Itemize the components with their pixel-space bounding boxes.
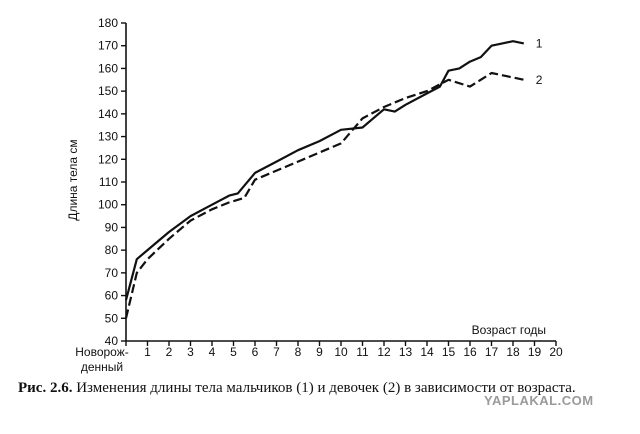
x-axis-label: Возраст годы — [472, 323, 546, 337]
y-tick-label: 60 — [105, 289, 119, 303]
x-tick-label: 11 — [356, 345, 369, 359]
x-tick-label: 10 — [334, 345, 348, 359]
x-tick-label: 4 — [209, 345, 216, 359]
y-tick-label: 70 — [105, 266, 119, 280]
x-tick-label-newborn-1: Новорож- — [75, 345, 129, 359]
y-tick-label: 170 — [98, 39, 118, 53]
x-tick-label: 9 — [316, 345, 323, 359]
y-tick-label: 80 — [105, 243, 119, 257]
x-tick-label: 8 — [295, 345, 302, 359]
y-tick-label: 150 — [98, 84, 118, 98]
caption-prefix: Рис. 2.6. — [18, 380, 73, 396]
ticks: 4050607080901001101201301401501601701801… — [98, 16, 563, 359]
x-tick-label: 3 — [187, 345, 194, 359]
y-axis-label: Длина тела см — [66, 139, 80, 220]
x-tick-label: 7 — [273, 345, 280, 359]
x-tick-label: 18 — [506, 345, 520, 359]
x-tick-label: 2 — [166, 345, 173, 359]
x-tick-label: 16 — [463, 345, 477, 359]
x-tick-label: 19 — [528, 345, 542, 359]
x-tick-label: 1 — [144, 345, 151, 359]
y-tick-label: 140 — [98, 107, 118, 121]
caption-text: Изменения длины тела мальчиков (1) и дев… — [72, 380, 576, 396]
watermark: YAPLAKAL.COM — [484, 393, 594, 408]
x-tick-label: 6 — [252, 345, 259, 359]
y-tick-label: 130 — [98, 130, 118, 144]
y-tick-label: 40 — [105, 334, 119, 348]
x-tick-label: 12 — [377, 345, 391, 359]
chart: 4050607080901001101201301401501601701801… — [66, 16, 563, 374]
y-tick-label: 50 — [105, 311, 119, 325]
series-line-2 — [124, 71, 525, 319]
series-label-2: 2 — [536, 73, 543, 87]
y-tick-label: 180 — [98, 16, 118, 30]
y-tick-label: 110 — [99, 175, 118, 189]
y-tick-label: 160 — [98, 61, 118, 75]
x-tick-label: 20 — [549, 345, 563, 359]
y-tick-label: 100 — [98, 198, 118, 212]
series-labels: 12 — [536, 36, 543, 86]
series-lines — [124, 40, 525, 319]
x-tick-label: 15 — [442, 345, 456, 359]
axes — [125, 23, 556, 342]
x-tick-label: 5 — [230, 345, 237, 359]
y-tick-label: 90 — [105, 220, 119, 234]
x-tick-label: 14 — [420, 345, 434, 359]
series-line-1 — [124, 40, 525, 301]
x-tick-label: 13 — [399, 345, 413, 359]
figure-caption: Рис. 2.6. Изменения длины тела мальчиков… — [18, 380, 628, 397]
y-tick-label: 120 — [98, 152, 118, 166]
series-label-1: 1 — [536, 36, 543, 50]
x-tick-label-newborn-2: денный — [81, 360, 123, 374]
x-tick-label: 17 — [485, 345, 499, 359]
